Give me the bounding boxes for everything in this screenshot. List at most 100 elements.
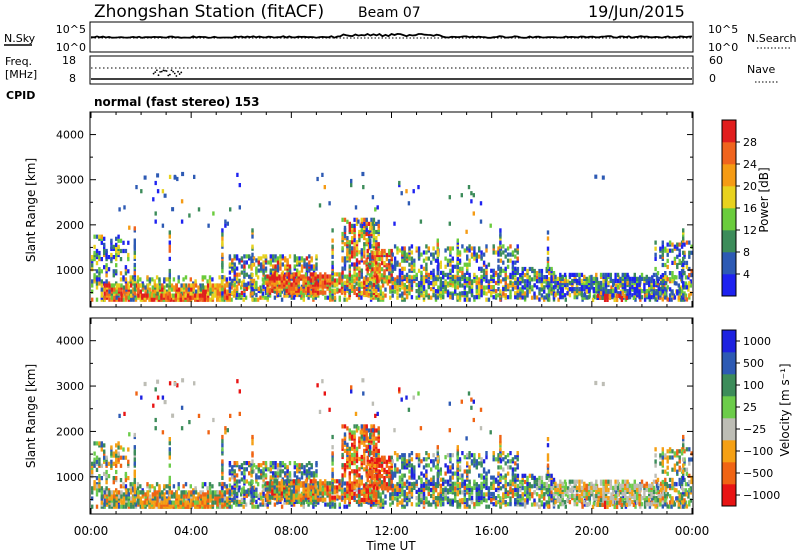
- data-cell: [209, 504, 212, 509]
- data-cell: [348, 248, 351, 253]
- data-cell: [358, 272, 361, 277]
- data-cell: [177, 500, 180, 505]
- data-cell: [430, 287, 433, 292]
- data-cell: [540, 279, 543, 284]
- data-cell: [557, 285, 560, 290]
- data-cell: [133, 262, 136, 268]
- data-cell: [136, 486, 140, 491]
- data-cell: [683, 242, 686, 247]
- data-cell: [458, 291, 462, 296]
- data-cell: [333, 278, 336, 283]
- data-cell: [451, 293, 454, 298]
- data-cell: [279, 473, 282, 478]
- data-cell: [436, 238, 439, 243]
- data-cell: [353, 227, 356, 233]
- data-cell: [389, 502, 392, 507]
- data-cell: [204, 482, 207, 487]
- data-cell: [353, 242, 356, 247]
- data-cell: [475, 275, 478, 280]
- data-cell: [661, 285, 664, 290]
- data-cell: [162, 293, 166, 298]
- data-cell: [149, 498, 152, 503]
- data-cell: [119, 277, 123, 282]
- data-cell: [588, 482, 591, 487]
- data-cell: [550, 287, 553, 292]
- data-cell: [197, 492, 200, 497]
- data-cell: [434, 250, 438, 255]
- data-cell: [218, 283, 222, 288]
- data-cell: [475, 498, 478, 503]
- data-cell: [655, 502, 659, 507]
- data-cell: [343, 297, 346, 302]
- data-cell: [401, 250, 404, 255]
- data-cell: [262, 467, 265, 472]
- data-cell: [122, 289, 126, 294]
- data-cell: [303, 258, 306, 263]
- data-cell: [623, 293, 626, 298]
- data-cell: [168, 230, 171, 235]
- data-cell: [563, 272, 567, 277]
- data-cell: [638, 289, 641, 294]
- data-cell: [216, 283, 219, 288]
- data-cell: [257, 463, 260, 468]
- data-cell: [223, 283, 227, 288]
- data-cell: [211, 490, 215, 495]
- data-cell: [678, 258, 681, 263]
- data-cell: [296, 260, 299, 265]
- data-cell: [385, 279, 389, 284]
- data-cell: [487, 262, 491, 267]
- data-cell: [315, 266, 318, 271]
- data-cell: [590, 274, 593, 279]
- data-cell: [310, 264, 313, 269]
- data-cell: [401, 281, 404, 286]
- data-cell: [533, 291, 536, 296]
- data-cell: [218, 291, 222, 296]
- data-cell: [403, 291, 406, 296]
- data-cell: [133, 277, 136, 282]
- data-cell: [559, 282, 562, 288]
- data-cell: [145, 500, 149, 505]
- nave-dip-point: [160, 70, 163, 73]
- data-cell: [548, 277, 551, 282]
- data-cell: [612, 289, 615, 294]
- data-cell: [117, 234, 120, 239]
- data-cell: [127, 502, 130, 507]
- data-cell: [165, 277, 168, 282]
- data-cell: [432, 252, 435, 257]
- data-cell: [365, 258, 368, 263]
- data-cell: [519, 281, 522, 286]
- data-cell: [93, 234, 96, 239]
- data-cell: [324, 284, 327, 289]
- data-cell: [240, 290, 244, 295]
- data-cell: [661, 279, 664, 284]
- data-cell: [543, 504, 546, 509]
- data-cell: [108, 297, 111, 302]
- data-cell: [480, 289, 483, 294]
- data-cell: [235, 486, 238, 491]
- data-cell: [226, 490, 229, 495]
- data-cell: [208, 275, 212, 280]
- data-cell: [543, 486, 546, 491]
- data-cell: [538, 291, 541, 296]
- data-cell: [514, 248, 517, 253]
- data-cell: [133, 254, 136, 259]
- data-cell: [360, 248, 363, 253]
- data-cell: [148, 287, 152, 292]
- data-cell: [398, 280, 402, 286]
- data-cell: [685, 240, 689, 245]
- data-cell: [591, 285, 594, 290]
- data-cell: [252, 463, 256, 468]
- data-cell: [201, 482, 204, 487]
- data-cell: [314, 272, 317, 277]
- data-cell: [514, 260, 517, 265]
- data-cell: [233, 254, 236, 259]
- data-cell: [218, 490, 222, 495]
- data-cell: [353, 270, 356, 275]
- data-cell: [151, 285, 154, 290]
- y-tick-label: 4000: [56, 129, 84, 142]
- data-cell: [624, 278, 627, 284]
- data-cell: [341, 217, 344, 222]
- data-cell: [370, 217, 373, 222]
- data-cell: [494, 289, 498, 294]
- data-cell: [417, 280, 421, 286]
